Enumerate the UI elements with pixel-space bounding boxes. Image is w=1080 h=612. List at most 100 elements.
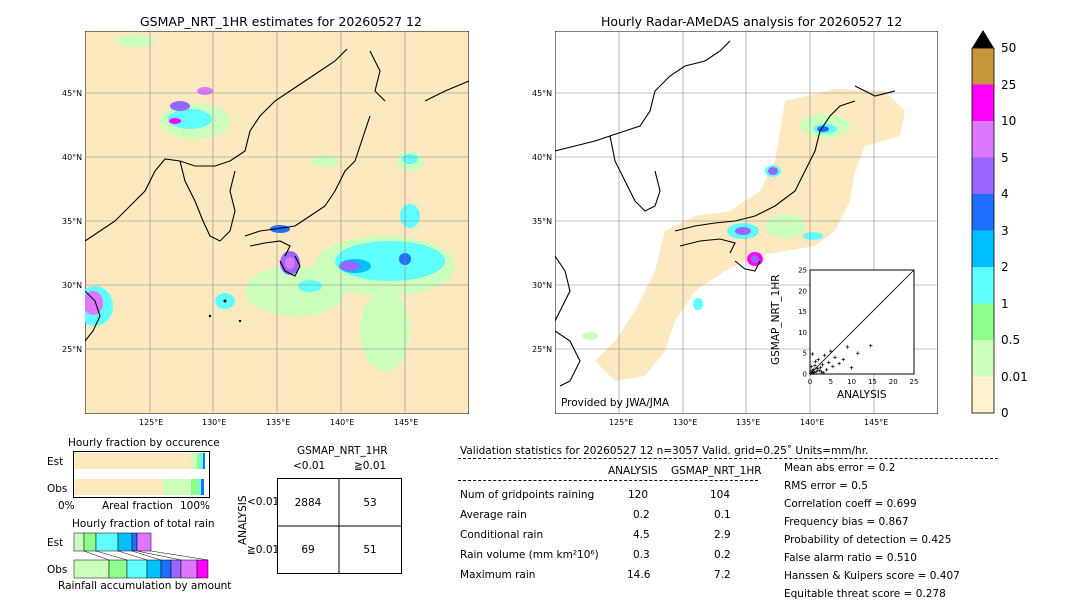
validation-row-analysis: 0.3	[633, 549, 650, 561]
left-lat-35: 35°N	[62, 217, 83, 226]
scatter-point	[826, 360, 831, 365]
scatter-xtick: 0	[808, 378, 812, 386]
score-rmse: RMS error = 0.5	[784, 480, 868, 492]
score-ets: Equitable threat score = 0.278	[784, 588, 946, 600]
total-rain-footer: Rainfall accumulation by amount	[58, 580, 232, 592]
contingency-row-ge: ≧0.01	[247, 544, 280, 556]
scatter-point	[833, 355, 837, 360]
contingency-grid	[277, 478, 402, 574]
left-lat-30: 30°N	[62, 281, 83, 290]
scatter-xtick: 15	[868, 378, 877, 386]
contingency-cell-a: 2884	[294, 497, 322, 509]
colorbar-label: 0.01	[1001, 369, 1028, 384]
validation-row-label: Average rain	[460, 509, 527, 521]
colorbar-label: 1	[1001, 296, 1009, 311]
occurrence-bars	[73, 451, 210, 498]
left-map	[85, 31, 469, 414]
left-islands	[208, 299, 242, 323]
scatter-point	[821, 370, 826, 375]
validation-row-analysis: 14.6	[627, 569, 651, 581]
scatter-xtick: 5	[829, 378, 833, 386]
right-map-title: Hourly Radar-AMeDAS analysis for 2026052…	[601, 14, 903, 29]
right-lat-25: 25°N	[532, 345, 553, 354]
occurrence-axis-left: 0%	[58, 500, 75, 512]
colorbar	[971, 30, 995, 414]
scatter-point	[815, 366, 820, 371]
contingency-cell-c: 69	[301, 544, 315, 556]
scatter-point	[811, 367, 816, 372]
scatter-plot: 00 5 5 10 10 15 15 20 20 25 25	[798, 267, 919, 387]
validation-row-gsmap: 7.2	[714, 569, 731, 581]
left-lat-40: 40°N	[62, 153, 83, 162]
scatter-point	[841, 357, 846, 362]
scatter-point	[820, 363, 825, 367]
total-rain-bars	[73, 532, 209, 579]
scatter-point	[856, 351, 860, 355]
right-lat-45: 45°N	[532, 89, 553, 98]
scatter-point	[816, 357, 821, 362]
contingency-col-lt: <0.01	[293, 460, 326, 472]
scatter-point	[824, 368, 829, 372]
scatter-point	[817, 368, 821, 373]
occurrence-obs-label: Obs	[47, 483, 68, 495]
occurrence-axis-right: 100%	[180, 500, 211, 512]
validation-row-analysis: 4.5	[633, 529, 650, 541]
colorbar-segment	[972, 340, 994, 377]
scatter-point	[813, 363, 817, 368]
scatter-xtick: 25	[910, 378, 919, 386]
contingency-col-ge: ≧0.01	[354, 460, 387, 472]
colorbar-label: 2	[1001, 260, 1009, 274]
score-corr: Correlation coeff = 0.699	[784, 498, 917, 510]
scatter-point	[809, 371, 813, 376]
colorbar-label: 0	[1001, 406, 1009, 420]
left-lon-145: 145°E	[394, 418, 419, 427]
score-mae: Mean abs error = 0.2	[784, 462, 896, 474]
scatter-ytick: 10	[798, 329, 807, 337]
scatter-point	[812, 370, 816, 375]
colorbar-segment	[972, 194, 994, 231]
validation-row-analysis: 120	[628, 489, 649, 501]
colorbar-extend-arrow	[972, 30, 994, 48]
scatter-xtick: 20	[889, 378, 898, 386]
colorbar-frame	[971, 47, 995, 414]
validation-row-analysis: 0.2	[633, 509, 650, 521]
scatter-point	[845, 345, 850, 349]
colorbar-segment	[972, 376, 994, 413]
validation-row-label: Conditional rain	[460, 529, 544, 541]
colorbar-label: 3	[1001, 223, 1009, 238]
validation-divider	[458, 458, 998, 459]
right-lon-135: 135°E	[736, 418, 761, 427]
scatter-point	[819, 370, 824, 374]
total-rain-est-label: Est	[47, 537, 64, 549]
score-far: False alarm ratio = 0.510	[784, 552, 917, 564]
validation-col-gsmap: GSMAP_NRT_1HR	[671, 465, 762, 477]
colorbar-label: 4	[1001, 187, 1009, 201]
colorbar-segment	[972, 303, 994, 340]
scatter-ytick: 25	[798, 267, 807, 275]
colorbar-label: 25	[1001, 77, 1017, 92]
scatter-point	[829, 349, 833, 353]
scatter-ytick: 0	[803, 371, 807, 379]
validation-table-divider	[458, 480, 758, 481]
validation-col-analysis: ANALYSIS	[608, 465, 658, 477]
contingency-row-lt: <0.01	[247, 496, 280, 508]
right-lat-30: 30°N	[532, 281, 553, 290]
scatter-ytick: 20	[798, 287, 807, 295]
left-lat-25: 25°N	[62, 345, 83, 354]
occurrence-axis-mid: Areal fraction	[102, 500, 173, 512]
left-lon-130: 130°E	[202, 418, 227, 427]
scatter-point	[814, 369, 819, 374]
scatter-point	[831, 364, 835, 369]
validation-row-label: Maximum rain	[460, 569, 536, 581]
left-lon-140: 140°E	[330, 418, 355, 427]
scatter-point	[849, 365, 854, 370]
colorbar-segment	[972, 157, 994, 194]
right-lon-125: 125°E	[609, 418, 634, 427]
left-rain-blobs	[85, 35, 455, 371]
scatter-point	[837, 361, 841, 366]
left-coastlines	[85, 48, 469, 342]
validation-row-gsmap: 104	[710, 489, 731, 501]
colorbar-label: 0.5	[1001, 333, 1021, 347]
scatter-point	[813, 359, 818, 364]
scatter-ytick: 15	[798, 308, 807, 316]
